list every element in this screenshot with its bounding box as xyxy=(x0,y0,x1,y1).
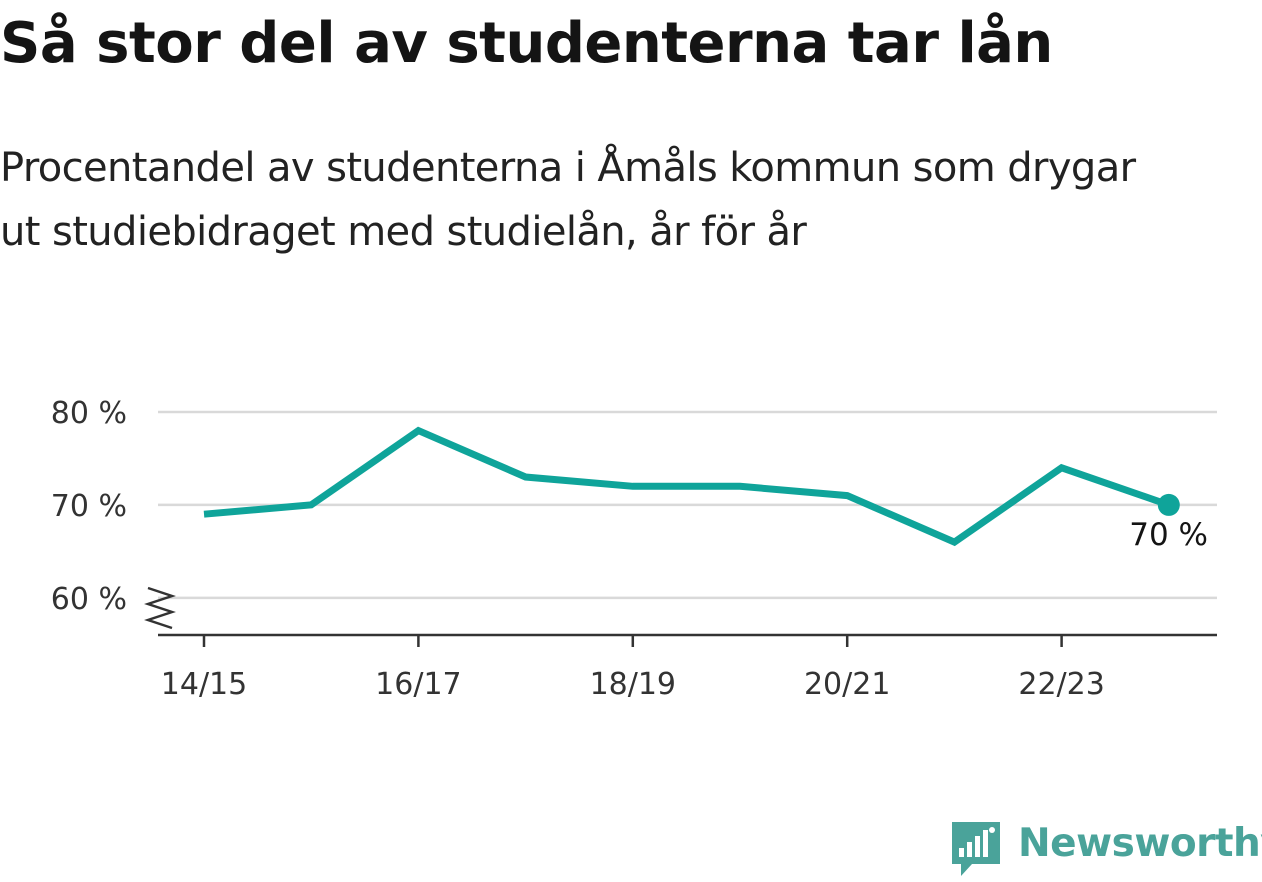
end-point-marker xyxy=(1157,493,1180,516)
chart-subtitle: Procentandel av studenterna i Åmåls komm… xyxy=(0,136,1262,264)
chart-title: Så stor del av studenterna tar lån xyxy=(0,11,1053,76)
x-tick-label: 18/19 xyxy=(590,667,676,702)
series-line xyxy=(203,426,1170,547)
x-tick-label: 20/21 xyxy=(804,667,890,702)
subtitle-line-1: Procentandel av studenterna i Åmåls komm… xyxy=(0,145,1136,191)
newsworthy-logo-icon xyxy=(952,822,1000,876)
y-tick-label: 60 % xyxy=(51,582,127,617)
subtitle-line-2: ut studiebidraget med studielån, år för … xyxy=(0,209,807,255)
x-tick-label: 16/17 xyxy=(375,667,461,702)
y-tick-label: 70 % xyxy=(51,489,127,524)
axis-break-icon xyxy=(144,586,176,630)
x-tick-label: 22/23 xyxy=(1018,667,1104,702)
brand-name: Newsworthy xyxy=(1018,821,1262,866)
y-tick-label: 80 % xyxy=(51,396,127,431)
x-tick-label: 14/15 xyxy=(161,667,247,702)
end-value-label: 70 % xyxy=(1129,517,1208,553)
